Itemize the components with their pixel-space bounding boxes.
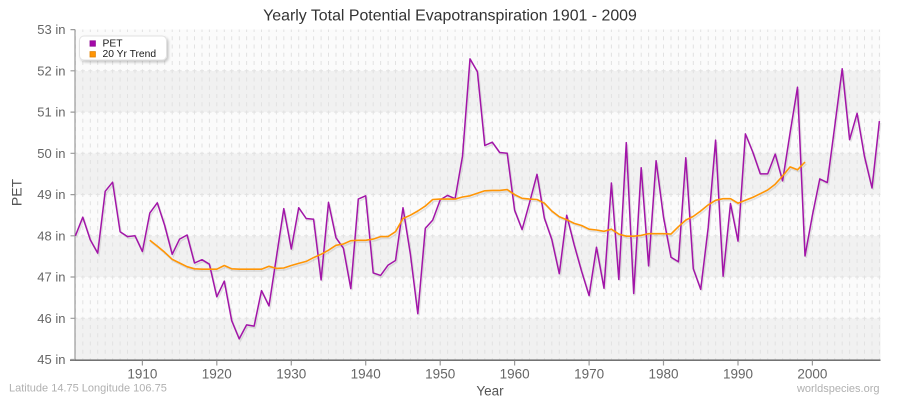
svg-text:Year: Year bbox=[476, 384, 504, 399]
svg-text:51 in: 51 in bbox=[37, 105, 65, 120]
svg-text:2000: 2000 bbox=[797, 367, 827, 382]
svg-text:PET: PET bbox=[103, 38, 124, 49]
svg-text:Latitude 14.75 Longitude 106.7: Latitude 14.75 Longitude 106.75 bbox=[9, 383, 167, 395]
svg-text:1910: 1910 bbox=[127, 367, 157, 382]
svg-text:45 in: 45 in bbox=[37, 352, 65, 367]
svg-text:1920: 1920 bbox=[202, 367, 232, 382]
svg-text:53 in: 53 in bbox=[37, 22, 65, 37]
svg-text:46 in: 46 in bbox=[37, 311, 65, 326]
svg-text:1980: 1980 bbox=[648, 367, 678, 382]
svg-text:1950: 1950 bbox=[425, 367, 455, 382]
svg-text:48 in: 48 in bbox=[37, 228, 65, 243]
svg-text:20 Yr Trend: 20 Yr Trend bbox=[103, 49, 157, 60]
svg-text:1940: 1940 bbox=[351, 367, 381, 382]
svg-text:50 in: 50 in bbox=[37, 146, 65, 161]
svg-text:PET: PET bbox=[9, 178, 25, 206]
svg-text:47 in: 47 in bbox=[37, 270, 65, 285]
svg-text:worldspecies.org: worldspecies.org bbox=[796, 383, 880, 395]
svg-text:1970: 1970 bbox=[574, 367, 604, 382]
svg-text:1960: 1960 bbox=[500, 367, 530, 382]
svg-text:49 in: 49 in bbox=[37, 187, 65, 202]
svg-text:1930: 1930 bbox=[276, 367, 306, 382]
svg-text:1990: 1990 bbox=[723, 367, 753, 382]
svg-text:Yearly Total Potential Evapotr: Yearly Total Potential Evapotranspiratio… bbox=[263, 8, 637, 25]
svg-text:52 in: 52 in bbox=[37, 63, 65, 78]
